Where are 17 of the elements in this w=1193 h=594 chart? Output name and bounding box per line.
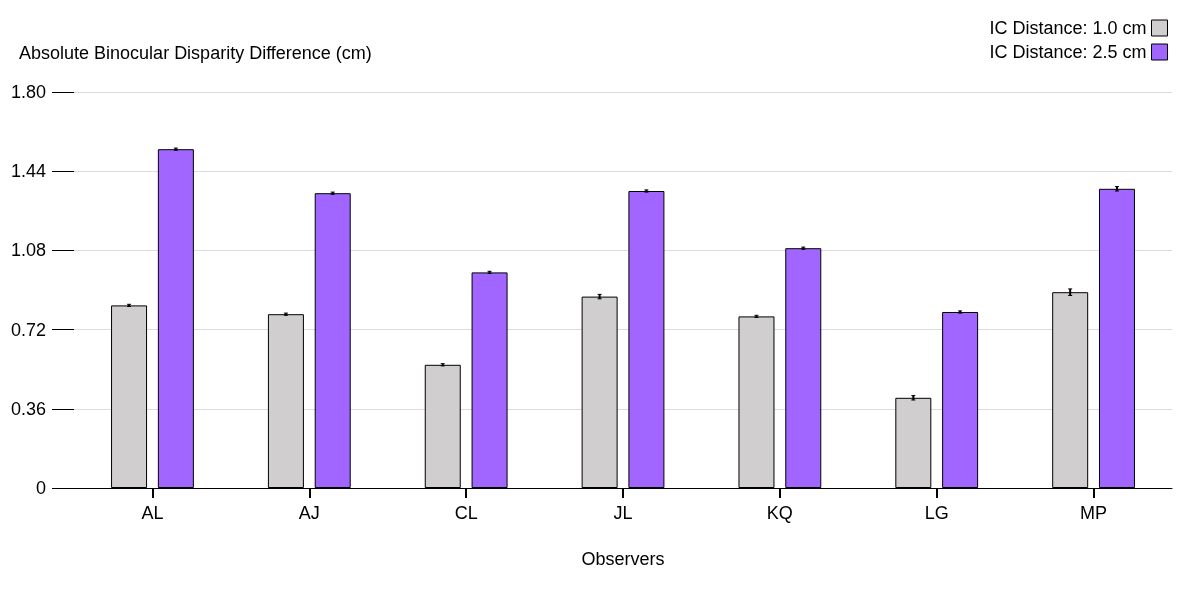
x-tick-label: CL — [454, 503, 478, 523]
y-tick-label: 1.08 — [10, 240, 47, 261]
legend-label: IC Distance: 2.5 cm — [989, 42, 1147, 62]
y-tick-label: 0 — [36, 478, 47, 498]
y-tick-label: 0.36 — [10, 398, 47, 419]
x-tick-label: AL — [141, 503, 164, 523]
y-axis-title: Absolute Binocular Disparity Difference (cm) — [19, 43, 372, 63]
legend-label: IC Distance: 1.0 cm — [989, 18, 1147, 38]
x-tick-label: MP — [1080, 503, 1108, 523]
x-axis-title: Observers — [581, 549, 665, 569]
y-tick-label: 1.44 — [10, 161, 47, 182]
x-tick-label: LG — [924, 503, 949, 523]
x-tick-label: KQ — [766, 503, 793, 523]
y-tick-label: 1.80 — [10, 82, 47, 102]
x-tick-label: AJ — [298, 503, 320, 523]
x-tick-label: JL — [613, 503, 633, 523]
y-tick-label: 0.72 — [10, 319, 47, 340]
